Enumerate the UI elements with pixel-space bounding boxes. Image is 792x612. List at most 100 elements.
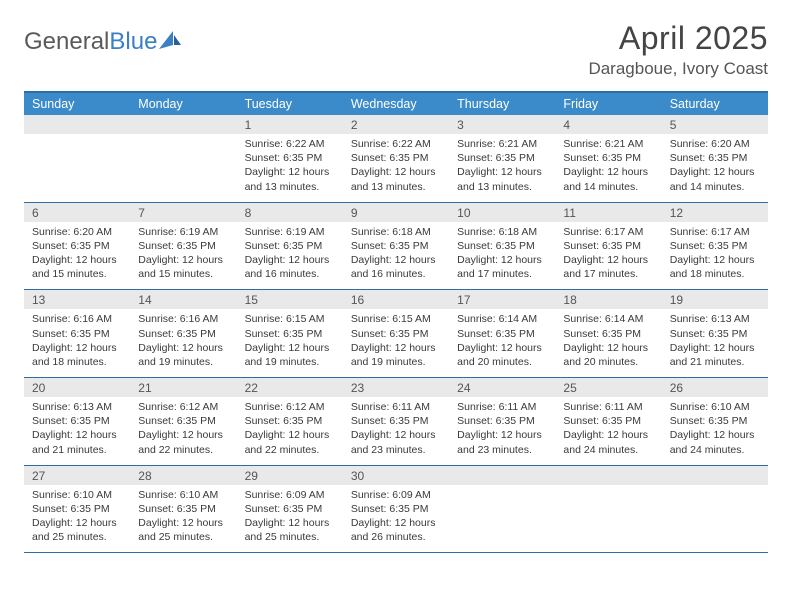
logo-word2: Blue [109, 28, 157, 55]
day-details: Sunrise: 6:14 AMSunset: 6:35 PMDaylight:… [555, 309, 661, 377]
sunrise-line: Sunrise: 6:13 AM [670, 312, 760, 326]
day-header-row: SundayMondayTuesdayWednesdayThursdayFrid… [24, 93, 768, 115]
day-number: 10 [449, 203, 555, 222]
sunset-line: Sunset: 6:35 PM [351, 239, 441, 253]
day-details: Sunrise: 6:15 AMSunset: 6:35 PMDaylight:… [237, 309, 343, 377]
day-number: 13 [24, 290, 130, 309]
daynum-row: 12345 [24, 115, 768, 134]
day-number: 14 [130, 290, 236, 309]
day-number [24, 115, 130, 134]
sunset-line: Sunset: 6:35 PM [457, 414, 547, 428]
sunrise-line: Sunrise: 6:20 AM [670, 137, 760, 151]
daylight-line: Daylight: 12 hours and 25 minutes. [32, 516, 122, 544]
sunset-line: Sunset: 6:35 PM [457, 151, 547, 165]
day-details: Sunrise: 6:19 AMSunset: 6:35 PMDaylight:… [237, 222, 343, 290]
day-header-cell: Thursday [449, 93, 555, 115]
details-row: Sunrise: 6:16 AMSunset: 6:35 PMDaylight:… [24, 309, 768, 377]
location-text: Daragboue, Ivory Coast [588, 59, 768, 79]
daylight-line: Daylight: 12 hours and 23 minutes. [457, 428, 547, 456]
day-details: Sunrise: 6:12 AMSunset: 6:35 PMDaylight:… [237, 397, 343, 465]
daynum-row: 6789101112 [24, 203, 768, 222]
day-number: 21 [130, 378, 236, 397]
daylight-line: Daylight: 12 hours and 25 minutes. [245, 516, 335, 544]
day-details: Sunrise: 6:16 AMSunset: 6:35 PMDaylight:… [130, 309, 236, 377]
sunrise-line: Sunrise: 6:14 AM [563, 312, 653, 326]
daylight-line: Daylight: 12 hours and 25 minutes. [138, 516, 228, 544]
daylight-line: Daylight: 12 hours and 14 minutes. [670, 165, 760, 193]
calendar-week: 13141516171819Sunrise: 6:16 AMSunset: 6:… [24, 290, 768, 378]
day-details: Sunrise: 6:14 AMSunset: 6:35 PMDaylight:… [449, 309, 555, 377]
day-details: Sunrise: 6:10 AMSunset: 6:35 PMDaylight:… [24, 485, 130, 553]
sunrise-line: Sunrise: 6:09 AM [245, 488, 335, 502]
day-details: Sunrise: 6:09 AMSunset: 6:35 PMDaylight:… [343, 485, 449, 553]
details-row: Sunrise: 6:10 AMSunset: 6:35 PMDaylight:… [24, 485, 768, 553]
daylight-line: Daylight: 12 hours and 22 minutes. [138, 428, 228, 456]
header: GeneralBlue April 2025 Daragboue, Ivory … [24, 20, 768, 79]
sunset-line: Sunset: 6:35 PM [563, 239, 653, 253]
day-header-cell: Monday [130, 93, 236, 115]
day-header-cell: Tuesday [237, 93, 343, 115]
sunrise-line: Sunrise: 6:13 AM [32, 400, 122, 414]
sunrise-line: Sunrise: 6:18 AM [457, 225, 547, 239]
details-row: Sunrise: 6:13 AMSunset: 6:35 PMDaylight:… [24, 397, 768, 465]
day-number: 15 [237, 290, 343, 309]
day-details: Sunrise: 6:19 AMSunset: 6:35 PMDaylight:… [130, 222, 236, 290]
sunrise-line: Sunrise: 6:12 AM [245, 400, 335, 414]
daynum-row: 27282930 [24, 466, 768, 485]
sunset-line: Sunset: 6:35 PM [457, 239, 547, 253]
sunrise-line: Sunrise: 6:21 AM [457, 137, 547, 151]
daynum-row: 13141516171819 [24, 290, 768, 309]
calendar-body: 12345 Sunrise: 6:22 AMSunset: 6:35 PMDay… [24, 115, 768, 553]
day-details: Sunrise: 6:21 AMSunset: 6:35 PMDaylight:… [449, 134, 555, 202]
day-details: Sunrise: 6:20 AMSunset: 6:35 PMDaylight:… [24, 222, 130, 290]
daylight-line: Daylight: 12 hours and 14 minutes. [563, 165, 653, 193]
day-details: Sunrise: 6:17 AMSunset: 6:35 PMDaylight:… [555, 222, 661, 290]
sunrise-line: Sunrise: 6:20 AM [32, 225, 122, 239]
day-details: Sunrise: 6:10 AMSunset: 6:35 PMDaylight:… [130, 485, 236, 553]
calendar-week: 20212223242526 Sunrise: 6:13 AM Sunset: 6:… [24, 378, 768, 466]
sunset-line: Sunset: 6:35 PM [351, 502, 441, 516]
details-row: Sunrise: 6:22 AMSunset: 6:35 PMDaylight:… [24, 134, 768, 202]
daylight-line: Daylight: 12 hours and 21 minutes. [32, 428, 122, 456]
daylight-line: Daylight: 12 hours and 21 minutes. [670, 341, 760, 369]
day-number [449, 466, 555, 485]
day-header-cell: Sunday [24, 93, 130, 115]
sunset-line: Sunset: 6:35 PM [670, 239, 760, 253]
day-details [449, 485, 555, 553]
day-details [130, 134, 236, 202]
day-details: Sunrise: 6:21 AMSunset: 6:35 PMDaylight:… [555, 134, 661, 202]
daylight-line: Daylight: 12 hours and 20 minutes. [563, 341, 653, 369]
daylight-line: Daylight: 12 hours and 15 minutes. [138, 253, 228, 281]
sunrise-line: Sunrise: 6:11 AM [457, 400, 547, 414]
day-number: 17 [449, 290, 555, 309]
day-number: 4 [555, 115, 661, 134]
title-block: April 2025 Daragboue, Ivory Coast [588, 20, 768, 79]
day-number: 30 [343, 466, 449, 485]
daynum-row: 20212223242526 [24, 378, 768, 397]
day-header-cell: Friday [555, 93, 661, 115]
daylight-line: Daylight: 12 hours and 18 minutes. [32, 341, 122, 369]
day-details: Sunrise: 6:11 AMSunset: 6:35 PMDaylight:… [555, 397, 661, 465]
sunset-line: Sunset: 6:35 PM [351, 414, 441, 428]
day-number [555, 466, 661, 485]
sunset-line: Sunset: 6:35 PM [670, 151, 760, 165]
day-number: 1 [237, 115, 343, 134]
sunrise-line: Sunrise: 6:14 AM [457, 312, 547, 326]
day-number: 25 [555, 378, 661, 397]
logo-sail-icon [159, 31, 181, 49]
daylight-line: Daylight: 12 hours and 16 minutes. [351, 253, 441, 281]
day-details: Sunrise: 6:15 AMSunset: 6:35 PMDaylight:… [343, 309, 449, 377]
sunset-line: Sunset: 6:35 PM [245, 151, 335, 165]
sunset-line: Sunset: 6:35 PM [138, 502, 228, 516]
day-details: Sunrise: 6:16 AMSunset: 6:35 PMDaylight:… [24, 309, 130, 377]
day-number: 20 [24, 378, 130, 397]
sunset-line: Sunset: 6:35 PM [457, 327, 547, 341]
day-number: 23 [343, 378, 449, 397]
day-number: 12 [662, 203, 768, 222]
daylight-line: Daylight: 12 hours and 19 minutes. [351, 341, 441, 369]
daylight-line: Daylight: 12 hours and 17 minutes. [457, 253, 547, 281]
sunset-line: Sunset: 6:35 PM [32, 239, 122, 253]
day-number: 28 [130, 466, 236, 485]
sunset-line: Sunset: 6:35 PM [138, 414, 228, 428]
daylight-line: Daylight: 12 hours and 24 minutes. [563, 428, 653, 456]
